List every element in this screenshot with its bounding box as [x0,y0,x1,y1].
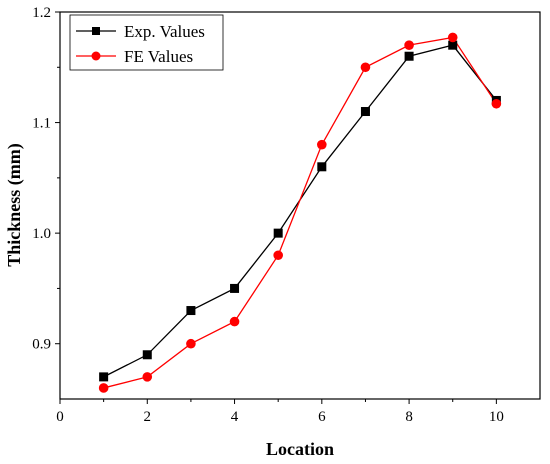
x-tick-label: 10 [489,409,504,425]
data-point-fe [273,250,283,261]
data-point-exp [99,372,109,382]
data-point-exp [186,306,196,316]
x-tick-label: 0 [56,409,64,425]
x-tick-label: 8 [405,409,413,425]
data-point-exp [360,107,370,117]
data-point-fe [317,139,327,150]
data-point-exp [273,228,283,238]
data-point-exp [142,350,152,360]
data-point-fe [229,316,240,327]
legend: Exp. Values FE Values [69,14,224,71]
y-axis-ticks: 0.9 1.0 1.1 1.2 [32,5,60,353]
data-point-exp [448,40,458,50]
data-point-exp [404,51,414,61]
legend-marker-fe [91,51,101,61]
legend-label-exp: Exp. Values [124,22,205,41]
series-line-0 [103,44,497,378]
x-axis-title: Location [266,439,334,459]
data-point-fe [447,32,458,43]
y-axis-title: Thickness (mm) [4,143,25,267]
x-tick-label: 2 [144,409,152,425]
y-tick-label: 1.2 [32,5,51,21]
data-point-fe [491,98,502,109]
data-point-exp [230,283,240,293]
x-tick-label: 4 [231,409,239,425]
legend-marker-exp [92,27,100,35]
data-point-fe [186,338,196,349]
data-point-exp [317,162,327,172]
x-axis-ticks: 0 2 4 6 8 10 [56,399,504,425]
y-tick-label: 1.1 [32,116,51,132]
data-point-fe [98,383,109,393]
series-line-1 [103,36,497,389]
data-point-fe [360,62,371,73]
legend-box [69,14,224,71]
plot-frame [59,11,541,400]
x-tick-label: 6 [318,409,326,425]
series-layer [98,32,502,393]
y-tick-label: 1.0 [32,226,51,242]
legend-label-fe: FE Values [124,47,193,66]
y-tick-label: 0.9 [32,337,51,353]
data-point-fe [142,372,153,382]
data-point-fe [404,40,414,50]
